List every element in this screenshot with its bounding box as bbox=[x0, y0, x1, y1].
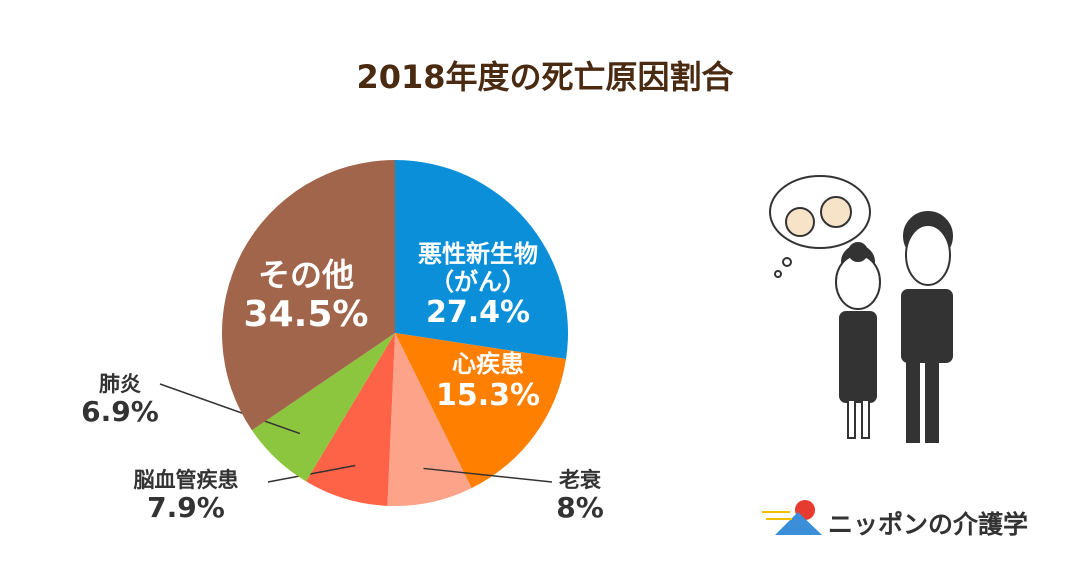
slice-label: 悪性新生物 （がん） 27.4% bbox=[418, 240, 538, 331]
chart-title: 2018年度の死亡原因割合 bbox=[356, 58, 734, 96]
category-label: 心疾患 bbox=[451, 349, 524, 378]
value-label: 15.3% bbox=[435, 377, 541, 413]
logo-text: ニッポンの介護学 bbox=[828, 510, 1029, 539]
slice-label: 肺炎 6.9% bbox=[81, 372, 159, 428]
pie-slice bbox=[306, 333, 395, 506]
category-label: その他 bbox=[257, 255, 354, 294]
category-label: 悪性新生物 （がん） bbox=[418, 240, 538, 296]
slice-label: 老衰 8% bbox=[556, 468, 604, 524]
value-label: 6.9% bbox=[81, 394, 159, 428]
category-label: 肺炎 bbox=[99, 371, 141, 396]
slice-label: 脳血管疾患 7.9% bbox=[134, 468, 239, 524]
leader-line bbox=[267, 464, 356, 483]
value-label: 7.9% bbox=[147, 490, 225, 524]
slice-label: その他 34.5% bbox=[244, 257, 369, 335]
category-label: 脳血管疾患 bbox=[133, 467, 239, 492]
value-label: 8% bbox=[556, 490, 604, 524]
slice-label: 心疾患 15.3% bbox=[435, 349, 541, 413]
pie-slice bbox=[387, 333, 472, 507]
value-label: 27.4% bbox=[425, 295, 531, 331]
pie-slice bbox=[395, 333, 567, 489]
illustration bbox=[769, 175, 953, 443]
pie-slice bbox=[222, 160, 395, 431]
logo-icon bbox=[762, 500, 822, 535]
pie-slice bbox=[251, 333, 395, 482]
value-label: 34.5% bbox=[243, 293, 369, 335]
leader-line bbox=[159, 383, 301, 435]
pie-slice bbox=[395, 160, 568, 359]
leader-line bbox=[423, 467, 553, 483]
category-label: 老衰 bbox=[558, 467, 601, 492]
